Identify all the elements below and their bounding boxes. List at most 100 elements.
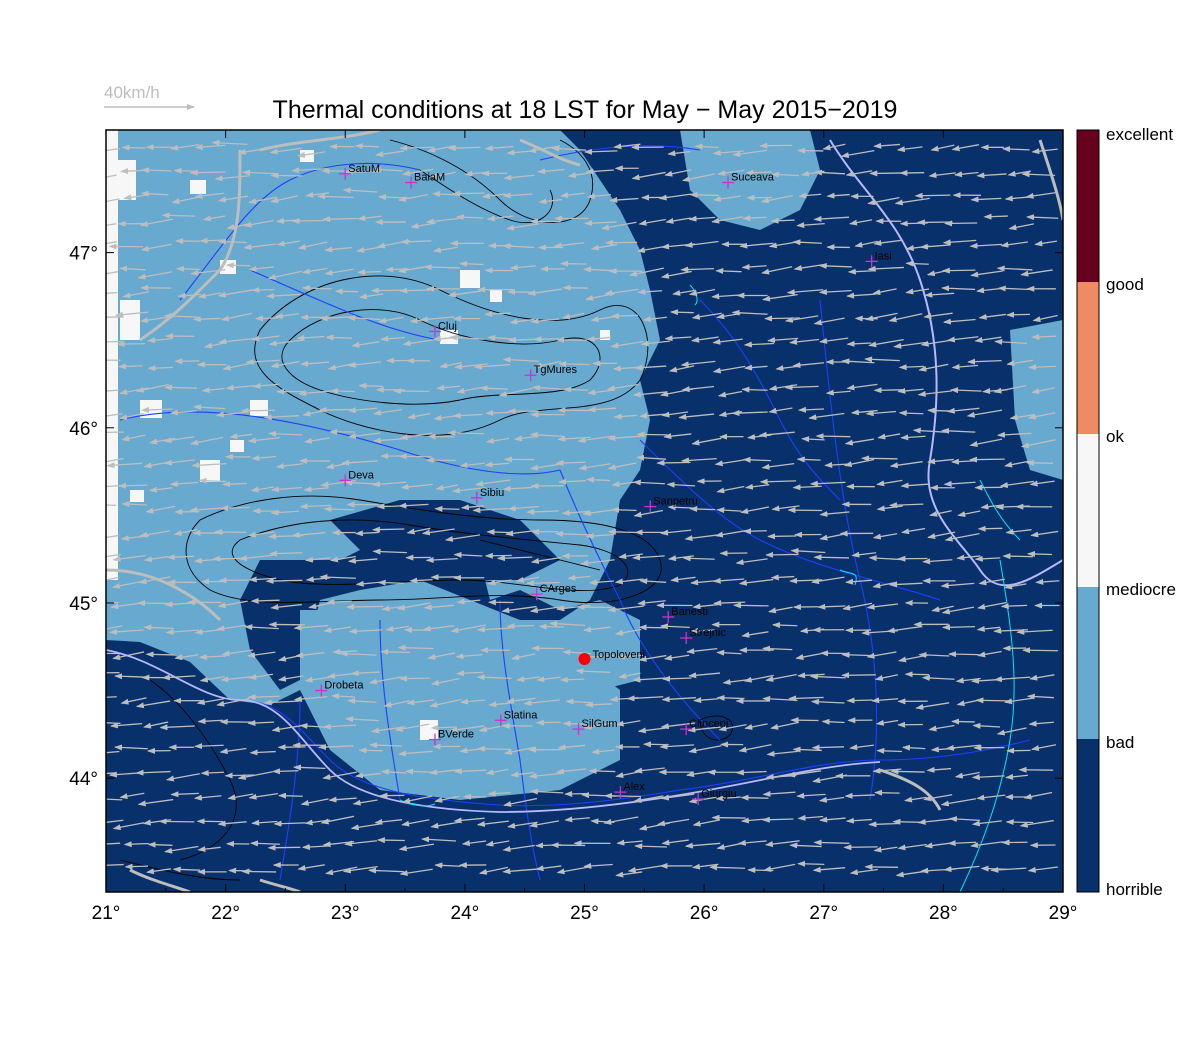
wind-arrow xyxy=(325,866,358,876)
wind-arrow xyxy=(434,862,461,869)
wind-arrow xyxy=(317,193,354,200)
wind-arrow xyxy=(716,507,742,514)
wind-arrow xyxy=(940,798,977,807)
wind-arrow xyxy=(1029,480,1055,487)
wind-arrow xyxy=(874,789,900,796)
wind-arrow xyxy=(398,193,429,202)
wind-arrow xyxy=(741,263,767,270)
city-label: Alex xyxy=(623,781,645,793)
wind-arrow xyxy=(582,508,616,516)
wind-arrow xyxy=(220,676,252,683)
wind-arrow xyxy=(506,697,536,704)
wind-arrow xyxy=(106,457,124,463)
wind-arrow xyxy=(347,361,382,368)
wind-arrow xyxy=(796,456,821,463)
wind-arrow xyxy=(305,556,331,563)
city-label: BVerde xyxy=(438,729,474,741)
wind-arrow xyxy=(476,745,511,752)
wind-arrow xyxy=(740,506,770,514)
wind-arrow xyxy=(401,168,434,177)
wind-arrow xyxy=(1029,674,1055,681)
wind-arrow xyxy=(919,243,951,250)
wind-arrow xyxy=(971,820,1002,827)
wind-arrow xyxy=(106,863,124,866)
wind-arrow xyxy=(407,413,431,420)
wind-arrow xyxy=(475,479,511,487)
wind-arrow xyxy=(249,840,280,847)
wind-arrow xyxy=(1031,148,1058,155)
wind-arrow xyxy=(758,431,795,438)
city-label: Drobeta xyxy=(324,680,364,692)
wind-arrow xyxy=(688,215,716,222)
city-markers: SatuM BaiaM Suceava Iasi Cluj TgMures Deva Sibi… xyxy=(315,163,892,806)
wind-arrow xyxy=(112,651,145,660)
wind-arrow xyxy=(586,193,611,200)
wind-arrow xyxy=(818,262,852,269)
wind-arrow xyxy=(427,433,455,440)
wind-arrow xyxy=(614,578,644,585)
wind-arrow xyxy=(872,288,897,296)
wind-arrow xyxy=(323,626,352,634)
wind-arrow xyxy=(368,742,403,749)
wind-arrow xyxy=(810,698,845,705)
wind-arrow xyxy=(888,313,923,323)
wind-arrow xyxy=(476,674,512,681)
wind-arrow xyxy=(813,215,850,222)
wind-arrow xyxy=(818,289,852,296)
site-label: Topoloveni xyxy=(593,649,646,661)
wind-arrow xyxy=(615,871,643,878)
wind-arrow xyxy=(873,142,901,149)
city-marker: Deva xyxy=(339,469,375,487)
wind-arrow xyxy=(476,820,509,827)
wind-arrow xyxy=(225,262,251,269)
wind-arrow xyxy=(452,190,485,197)
wind-arrow xyxy=(639,578,667,585)
wind-arrow xyxy=(553,242,585,249)
wind-arrow xyxy=(429,171,456,179)
wind-arrow xyxy=(905,288,930,295)
legend-swatch xyxy=(1077,739,1099,892)
wind-arrow xyxy=(670,576,696,583)
wind-arrow xyxy=(687,726,721,733)
wind-arrow xyxy=(661,411,689,418)
wind-arrow xyxy=(358,747,383,754)
wind-arrow xyxy=(293,696,328,702)
wind-arrow xyxy=(143,624,174,631)
wind-arrow xyxy=(792,362,825,369)
wind-arrow xyxy=(141,167,172,174)
wind-arrow xyxy=(372,548,407,555)
wind-arrow xyxy=(358,382,383,389)
city-label: Iasi xyxy=(875,250,892,262)
wind-arrow xyxy=(924,842,952,849)
wind-arrow xyxy=(135,769,171,776)
wind-arrow xyxy=(941,267,976,274)
wind-arrow xyxy=(163,436,195,444)
wind-arrow xyxy=(106,413,123,417)
wind-arrow xyxy=(383,700,410,708)
wind-arrow xyxy=(866,603,899,610)
wind-arrow xyxy=(108,628,144,635)
wind-arrow xyxy=(120,168,144,175)
wind-arrow xyxy=(663,433,692,440)
wind-arrow xyxy=(535,719,561,726)
wind-arrow xyxy=(221,649,254,657)
wind-arrow xyxy=(901,527,926,535)
wind-arrow xyxy=(588,767,616,774)
wind-arrow xyxy=(944,532,980,542)
wind-arrow xyxy=(618,672,641,679)
wind-arrow xyxy=(278,792,303,799)
wind-arrow xyxy=(660,722,696,730)
wind-arrow xyxy=(739,242,774,249)
wind-arrow xyxy=(876,479,903,487)
wind-arrow xyxy=(927,407,951,414)
wind-arrow xyxy=(607,528,637,535)
wind-arrow xyxy=(735,558,768,566)
wind-arrow xyxy=(1035,578,1060,585)
wind-arrow xyxy=(515,576,540,583)
wind-arrow xyxy=(270,486,303,493)
wind-arrow xyxy=(177,292,202,299)
wind-arrow xyxy=(140,190,169,197)
wind-arrow xyxy=(865,410,897,417)
wind-arrow xyxy=(267,844,301,851)
wind-arrow xyxy=(263,414,299,421)
